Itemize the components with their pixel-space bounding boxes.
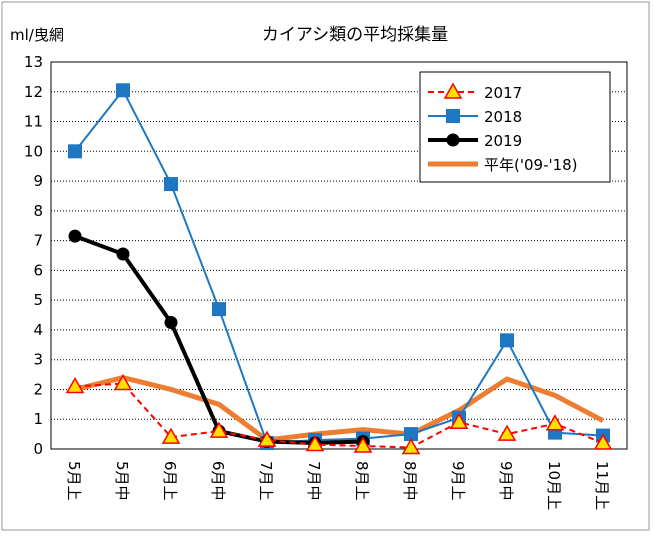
marker (165, 316, 178, 329)
x-tick-label: 9月中 (497, 461, 515, 501)
y-tick-label: 8 (33, 202, 43, 220)
marker (117, 248, 130, 261)
marker (164, 177, 178, 191)
x-tick-label: 6月上 (161, 461, 179, 501)
series-line (75, 384, 603, 448)
y-tick-label: 10 (24, 142, 43, 160)
y-tick-label: 6 (33, 261, 43, 279)
marker (116, 83, 130, 97)
legend-marker (446, 109, 460, 123)
y-tick-label: 12 (24, 83, 43, 101)
legend-label: 2018 (484, 108, 522, 126)
y-tick-label: 11 (24, 113, 43, 131)
x-tick-label: 7月中 (305, 461, 323, 501)
series-line (75, 236, 363, 443)
x-tick-label: 5月中 (113, 461, 131, 501)
y-tick-label: 2 (33, 380, 43, 398)
y-tick-label: 7 (33, 232, 43, 250)
x-tick-label: 8月中 (401, 461, 419, 501)
x-tick-label: 8月上 (353, 461, 371, 501)
chart-title: カイアシ類の平均採集量 (262, 25, 448, 45)
x-tick-label: 6月中 (209, 461, 227, 501)
marker (68, 144, 82, 158)
marker (212, 302, 226, 316)
legend-label: 2017 (484, 84, 522, 102)
x-tick-label: 9月上 (449, 461, 467, 501)
y-tick-label: 5 (33, 291, 43, 309)
legend-marker (447, 134, 460, 147)
legend-label: 2019 (484, 132, 522, 150)
legend-label: 平年('09-'18) (484, 156, 578, 174)
y-axis-label: ml/曳網 (10, 26, 64, 44)
y-tick-label: 4 (33, 321, 43, 339)
y-tick-label: 9 (33, 172, 43, 190)
x-tick-label: 7月上 (257, 461, 275, 501)
y-tick-label: 1 (33, 410, 43, 428)
y-tick-label: 13 (24, 53, 43, 71)
y-tick-label: 0 (33, 440, 43, 458)
chart: カイアシ類の平均採集量 ml/曳網 0123456789101112135月上5… (0, 0, 653, 533)
marker (500, 333, 514, 347)
x-tick-label: 5月上 (65, 461, 83, 501)
x-tick-label: 11月上 (593, 461, 611, 510)
x-tick-label: 10月上 (545, 461, 563, 510)
y-tick-label: 3 (33, 351, 43, 369)
marker (69, 230, 82, 243)
